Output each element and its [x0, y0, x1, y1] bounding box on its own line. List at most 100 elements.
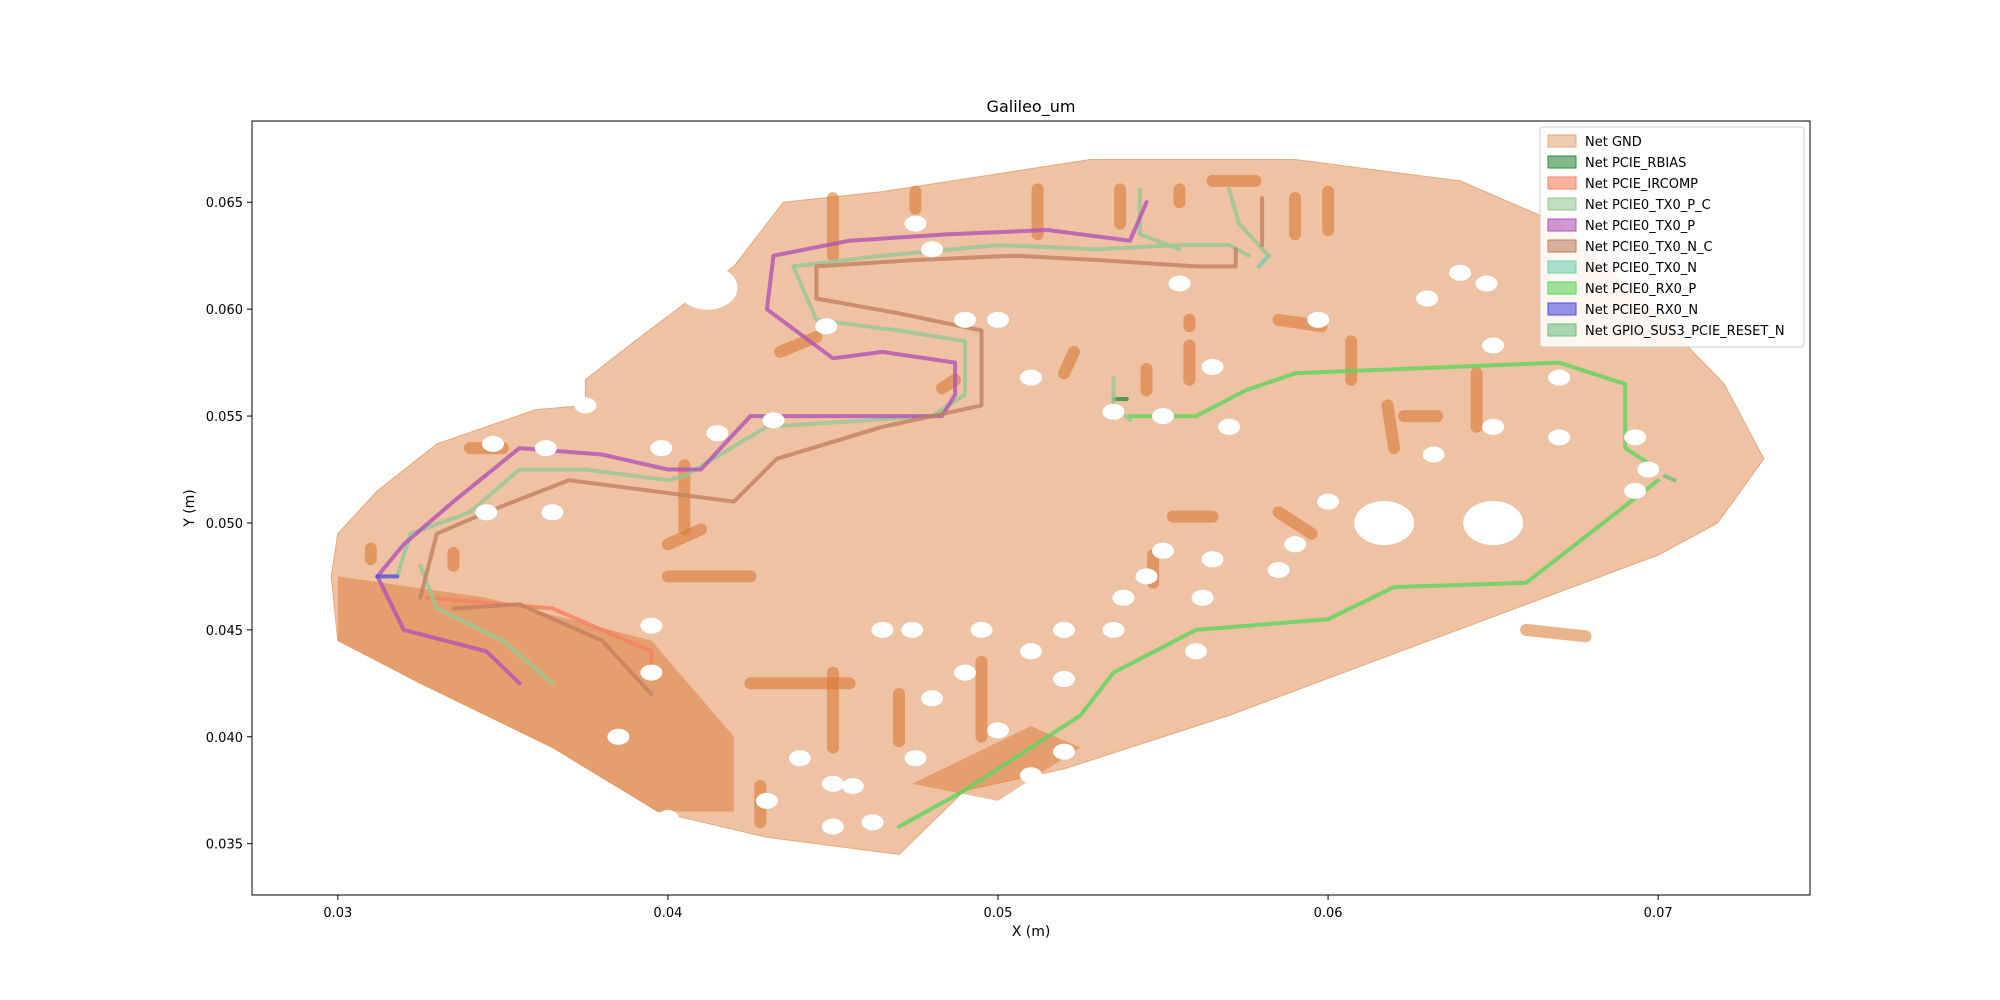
series-9-trace-0: [1662, 473, 1677, 483]
series-7-trace-0: [897, 478, 1661, 829]
drill-hole-13: [1422, 446, 1445, 463]
drill-hole-57: [904, 750, 927, 767]
series-4-trace-0: [375, 200, 1149, 579]
drill-hole-64: [914, 852, 937, 869]
x-tick-label-3: 0.06: [1314, 906, 1343, 921]
series-0: [330, 159, 1765, 855]
drill-hole-68: [1053, 671, 1075, 687]
drill-hole-53: [1201, 551, 1224, 568]
plot-area: [251, 120, 1811, 896]
drill-hole-4: [1168, 275, 1191, 292]
drill-hole-5: [1307, 311, 1330, 328]
y-tick-label-6: 0.065: [206, 196, 243, 211]
gnd-plane: [330, 159, 1765, 855]
drill-hole-48: [1053, 621, 1075, 638]
gnd-copper-trace-28: [935, 373, 962, 395]
series-2: [424, 595, 654, 675]
legend-swatch-5: [1547, 239, 1577, 253]
drill-hole-47: [1020, 643, 1042, 660]
gnd-copper-trace-16: [1272, 506, 1318, 540]
legend-label-7: Net PCIE0_RX0_P: [1585, 282, 1696, 297]
drill-hole-43: [821, 775, 844, 792]
chart-title: Galileo_um: [987, 97, 1076, 117]
drill-hole-56: [921, 690, 943, 707]
plot-frame: [251, 120, 1811, 896]
drill-hole-65: [1020, 767, 1042, 784]
gnd-copper-trace-25: [661, 523, 707, 551]
drill-hole-59: [1053, 743, 1075, 760]
gnd-copper-trace-29: [1058, 345, 1080, 380]
drill-hole-15: [1624, 429, 1647, 446]
legend-label-9: Net GPIO_SUS3_PCIE_RESET_N: [1585, 324, 1785, 339]
drill-hole-14: [1548, 429, 1571, 446]
drill-hole-8: [1475, 275, 1498, 292]
drill-hole-32: [584, 343, 607, 360]
y-tick-label-0: 0.035: [206, 838, 243, 853]
drill-hole-17: [1624, 482, 1647, 499]
legend-label-2: Net PCIE_IRCOMP: [1585, 177, 1698, 192]
x-axis-label: X (m): [1012, 924, 1051, 940]
drill-hole-46: [970, 621, 993, 638]
drill-hole-6: [1416, 290, 1439, 307]
series-2-trace-0: [424, 595, 654, 675]
drill-hole-29: [762, 412, 785, 429]
legend-label-0: Net GND: [1585, 135, 1642, 150]
legend-swatch-2: [1547, 176, 1577, 190]
series-6-trace-0: [1256, 253, 1271, 269]
drill-hole-1: [815, 318, 838, 335]
drill-hole-33: [574, 397, 597, 414]
gnd-copper-trace-15: [1520, 623, 1592, 643]
drill-hole-39: [640, 664, 663, 681]
drill-hole-31: [650, 440, 673, 457]
series-4-trace-1: [375, 574, 522, 686]
drill-hole-45: [901, 621, 924, 638]
drill-hole-62: [821, 818, 844, 835]
x-tick-label-2: 0.05: [984, 906, 1013, 921]
drill-hole-30: [706, 425, 729, 442]
series-5-trace-2: [451, 602, 654, 696]
legend-label-5: Net PCIE0_TX0_N_C: [1585, 240, 1713, 255]
drill-hole-41: [656, 810, 679, 826]
gnd-copper-trace-13: [1381, 399, 1401, 455]
x-tick-label-1: 0.04: [653, 906, 682, 921]
series-6: [1256, 253, 1271, 269]
drill-hole-22: [1267, 562, 1290, 578]
drill-hole-21: [1284, 536, 1307, 553]
drill-hole-44: [871, 621, 894, 638]
drill-hole-9: [1201, 358, 1224, 375]
drill-hole-27: [921, 241, 943, 258]
drill-hole-16: [1637, 461, 1660, 478]
drill-hole-37: [541, 504, 564, 521]
y-tick-label-3: 0.050: [206, 517, 243, 532]
drill-hole-60: [841, 778, 864, 794]
drill-hole-61: [755, 792, 778, 809]
drill-hole-12: [1482, 418, 1505, 435]
legend-swatch-7: [1547, 281, 1577, 295]
legend-swatch-9: [1547, 323, 1577, 337]
x-tick-label-4: 0.07: [1644, 906, 1673, 921]
drill-hole-51: [1135, 568, 1158, 585]
drill-hole-18: [1463, 501, 1524, 545]
series-layer: [330, 159, 1765, 869]
legend-swatch-0: [1547, 134, 1577, 148]
drill-hole-35: [482, 435, 504, 452]
x-axis: 0.03 0.04 0.05 0.06 0.07: [323, 895, 1673, 921]
series-5-trace-0: [418, 247, 1238, 600]
drill-hole-67: [1185, 643, 1207, 660]
drill-hole-58: [987, 722, 1009, 739]
drill-hole-0: [677, 265, 738, 310]
gnd-copper-patch-0: [337, 576, 734, 812]
legend-label-6: Net PCIE0_TX0_N: [1585, 261, 1697, 276]
legend-box: [1539, 126, 1805, 348]
drill-hole-36: [475, 504, 498, 521]
drill-hole-25: [1218, 418, 1241, 435]
legend-label-8: Net PCIE0_RX0_N: [1585, 303, 1698, 318]
legend-label-4: Net PCIE0_TX0_P: [1585, 219, 1695, 234]
drill-hole-7: [1449, 264, 1472, 281]
drill-hole-63: [861, 814, 884, 831]
drill-hole-26: [954, 311, 976, 328]
series-3-trace-1: [1137, 187, 1182, 252]
y-tick-label-2: 0.045: [206, 624, 243, 639]
series-9: [1662, 473, 1677, 483]
